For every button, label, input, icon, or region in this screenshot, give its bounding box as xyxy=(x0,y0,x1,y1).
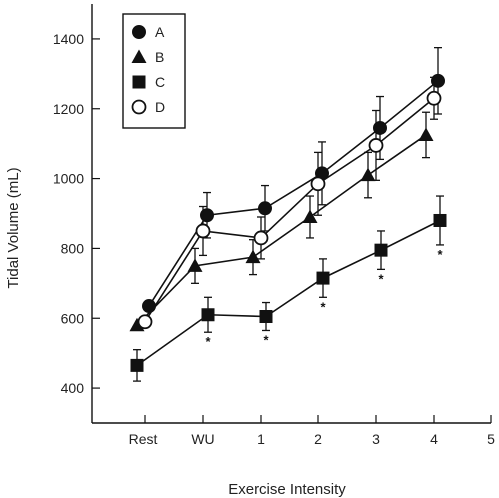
legend-marker-D xyxy=(131,99,147,115)
y-tick-label: 1400 xyxy=(53,31,84,47)
series-line-B xyxy=(136,134,427,326)
data-point-C xyxy=(316,271,330,285)
x-tick-label: 1 xyxy=(257,431,265,447)
legend-label-C: C xyxy=(155,74,165,90)
legend-entry-D: D xyxy=(131,99,165,115)
legend-label-D: D xyxy=(155,99,165,115)
y-tick-label: 1200 xyxy=(53,101,84,117)
series-line-A xyxy=(148,80,439,307)
significance-marker: * xyxy=(378,271,384,286)
legend-entry-B: B xyxy=(131,49,164,65)
legend-entry-C: C xyxy=(132,74,165,90)
x-tick-label: 2 xyxy=(314,431,322,447)
x-tick-label: Rest xyxy=(129,431,158,447)
axes: 400 600 800 1000 1200 1400 Rest WU 1 2 3 4 5 xyxy=(53,4,495,447)
y-axis-title: Tidal Volume (mL) xyxy=(5,167,22,288)
data-point-D xyxy=(310,176,326,192)
significance-marker: * xyxy=(437,247,443,262)
x-tick-label: 3 xyxy=(372,431,380,447)
legend-marker-C xyxy=(132,75,146,89)
data-point-B xyxy=(245,249,261,264)
legend-label-A: A xyxy=(155,24,165,40)
data-point-B xyxy=(418,127,434,141)
data-point-D xyxy=(253,230,269,246)
y-tick-label: 1000 xyxy=(53,171,84,187)
legend-label-B: B xyxy=(155,49,164,65)
x-tick-label: WU xyxy=(191,431,214,447)
x-tick-label: 4 xyxy=(430,431,438,447)
legend-entry-A: A xyxy=(132,24,165,40)
data-point-D xyxy=(137,314,153,330)
series-C: * * * * * xyxy=(130,195,447,382)
data-point-C xyxy=(130,358,144,372)
series-layer: * * * * * xyxy=(129,46,447,382)
data-point-A xyxy=(142,299,156,314)
data-point-C xyxy=(374,243,388,257)
data-point-B xyxy=(360,167,376,182)
data-point-D xyxy=(195,223,211,239)
data-point-B xyxy=(302,209,318,223)
y-tick-label: 400 xyxy=(61,380,85,396)
data-point-A xyxy=(200,208,214,223)
x-axis-title: Exercise Intensity xyxy=(228,481,346,498)
y-tick-label: 800 xyxy=(61,240,85,256)
series-line-D xyxy=(144,97,435,323)
data-point-B xyxy=(187,258,203,272)
data-point-C xyxy=(433,213,447,227)
data-point-B xyxy=(129,317,145,332)
data-point-A xyxy=(373,120,387,135)
significance-marker: * xyxy=(320,299,326,314)
series-B xyxy=(129,111,434,332)
data-point-D xyxy=(426,90,442,106)
series-D xyxy=(137,76,442,330)
data-point-A xyxy=(258,201,272,216)
legend-marker-A xyxy=(132,25,146,39)
x-tick-label: 5 xyxy=(487,431,495,447)
legend-marker-B xyxy=(131,49,147,63)
series-line-C xyxy=(136,219,441,367)
data-point-C xyxy=(201,308,215,322)
y-tick-label: 600 xyxy=(61,310,85,326)
data-point-D xyxy=(368,138,384,153)
data-point-C xyxy=(259,310,273,324)
significance-marker: * xyxy=(263,332,269,347)
significance-marker: * xyxy=(205,334,211,349)
